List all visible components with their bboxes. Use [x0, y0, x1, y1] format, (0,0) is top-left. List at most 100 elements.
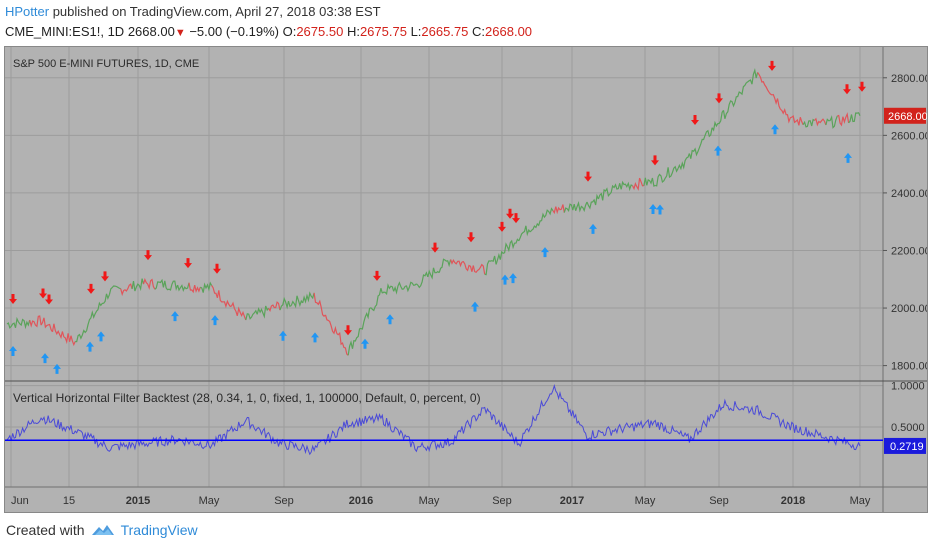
- chart-canvas[interactable]: S&P 500 E-MINI FUTURES, 1D, CME Vertical …: [5, 47, 931, 512]
- price-axis-label: 2000.00: [891, 303, 927, 315]
- sell-arrow-icon: [184, 258, 192, 269]
- price-line-segment: [620, 180, 633, 192]
- price-line-segment: [359, 307, 372, 330]
- price-line-segment: [563, 203, 577, 213]
- buy-arrow-icon: [86, 341, 94, 352]
- price-line-segment: [643, 177, 656, 187]
- buy-arrow-icon: [311, 332, 319, 343]
- price-line-segment: [780, 108, 793, 124]
- price-line-segment: [768, 91, 781, 110]
- price-line-segment: [324, 314, 338, 335]
- price-axis-label: 2200.00: [891, 245, 927, 257]
- buy-arrow-icon: [97, 331, 105, 342]
- price-line-segment: [233, 306, 247, 321]
- indicator-axis-label: 0.5000: [891, 422, 925, 434]
- sell-arrow-icon: [373, 270, 381, 281]
- high-label: H:: [346, 24, 360, 39]
- price-line-segment: [256, 305, 270, 319]
- price-line-segment: [461, 261, 474, 272]
- author-link[interactable]: HPotter: [5, 4, 50, 19]
- publish-text: published on TradingView.com, April 27, …: [52, 4, 381, 19]
- price-line-segment: [188, 282, 201, 294]
- time-axis-label: May: [850, 495, 871, 507]
- sell-arrow-icon: [144, 250, 152, 261]
- indicator-axis-label: 1.0000: [891, 381, 925, 393]
- time-axis-label: May: [199, 495, 220, 507]
- sell-arrow-icon: [584, 171, 592, 182]
- price-line-segment: [609, 183, 622, 195]
- price-line-segment: [734, 82, 747, 103]
- price-line-segment: [677, 153, 690, 171]
- buy-arrow-icon: [656, 204, 664, 215]
- price-line-segment: [518, 225, 531, 242]
- time-axis-label: 2016: [349, 495, 373, 507]
- price-line-segment: [177, 282, 190, 293]
- price-line-segment: [381, 283, 395, 296]
- price-line-segment: [370, 288, 383, 312]
- price-line-segment: [575, 200, 588, 213]
- price-axis-label: 2600.00: [891, 130, 927, 142]
- price-line-segment: [6, 316, 19, 329]
- price-axis-label: 2400.00: [891, 188, 927, 200]
- price-pane-title: S&P 500 E-MINI FUTURES, 1D, CME: [13, 58, 199, 70]
- price-line-segment: [29, 315, 42, 328]
- buy-arrow-icon: [844, 152, 852, 163]
- buy-arrow-icon: [771, 124, 779, 135]
- price-line-segment: [142, 277, 156, 291]
- sell-arrow-icon: [858, 81, 866, 92]
- price-line-segment: [722, 100, 736, 119]
- price-line-segment: [825, 115, 838, 129]
- price-line-segment: [279, 296, 292, 311]
- high-value: 2675.75: [359, 24, 407, 39]
- time-axis-label: 2015: [126, 495, 150, 507]
- price-line-segment: [404, 281, 417, 293]
- time-axis-label: May: [419, 495, 440, 507]
- price-line-segment: [313, 292, 326, 318]
- footer: Created with TradingView: [6, 522, 198, 538]
- price-line-segment: [336, 331, 349, 356]
- price-line-segment: [51, 323, 65, 340]
- close-value: 2668.00: [485, 24, 533, 39]
- price-line-segment: [597, 187, 611, 201]
- buy-arrow-icon: [541, 247, 549, 258]
- price-line-segment: [791, 115, 804, 126]
- time-axis-label: Sep: [709, 495, 729, 507]
- price-line-segment: [40, 317, 53, 333]
- sell-arrow-icon: [467, 232, 475, 243]
- sell-arrow-icon: [768, 60, 776, 71]
- time-axis-label: 2017: [560, 495, 584, 507]
- price-line-segment: [757, 72, 770, 93]
- price-line-segment: [540, 207, 554, 222]
- sell-arrow-icon: [213, 263, 221, 274]
- price-line-segment: [472, 263, 486, 275]
- indicator-value-tag-label: 0.2719: [890, 441, 924, 453]
- sell-arrow-icon: [344, 325, 352, 336]
- last-price-tag-label: 2668.00: [888, 111, 927, 123]
- price-line-segment: [75, 329, 88, 343]
- sell-arrow-icon: [9, 294, 17, 305]
- price-line-segment: [552, 204, 565, 215]
- chart-container[interactable]: S&P 500 E-MINI FUTURES, 1D, CME Vertical …: [4, 46, 931, 513]
- down-triangle-icon: ▼: [174, 27, 186, 39]
- last-price: 2668.00: [127, 24, 175, 39]
- created-with-text: Created with: [6, 522, 85, 538]
- buy-arrow-icon: [9, 346, 17, 357]
- symbol-label[interactable]: CME_MINI:ES1!, 1D: [5, 24, 125, 39]
- price-line-segment: [131, 278, 145, 292]
- price-line-segment: [97, 293, 110, 310]
- price-line-segment: [290, 295, 304, 309]
- price-line-segment: [223, 299, 236, 309]
- price-line-segment: [655, 173, 668, 187]
- last-price-tag: [884, 107, 926, 124]
- price-line-segment: [415, 271, 429, 289]
- price-line-segment: [438, 258, 452, 273]
- price-line-segment: [17, 318, 31, 330]
- price-line-segment: [165, 280, 179, 292]
- sell-arrow-icon: [715, 93, 723, 104]
- buy-arrow-icon: [386, 314, 394, 325]
- buy-arrow-icon: [589, 223, 597, 234]
- price-line-segment: [666, 165, 679, 179]
- price-line-segment: [688, 143, 702, 159]
- sell-arrow-icon: [39, 288, 47, 299]
- tradingview-brand-link[interactable]: TradingView: [120, 522, 198, 538]
